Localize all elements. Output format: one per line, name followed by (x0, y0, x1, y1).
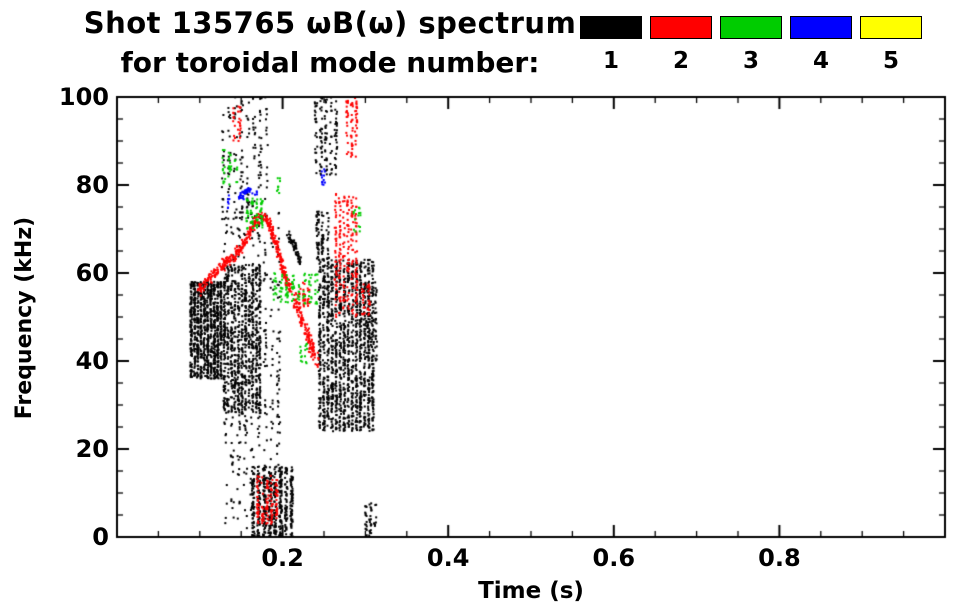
x-tick-label: 0.6 (592, 544, 636, 572)
y-tick-label: 20 (75, 435, 109, 463)
x-axis-label: Time (s) (478, 578, 584, 604)
y-tick-label: 80 (75, 171, 109, 199)
x-tick-label: 0.8 (758, 544, 801, 572)
y-tick-label: 0 (92, 523, 109, 551)
y-tick-label: 100 (58, 83, 109, 111)
x-tick-label: 0.2 (261, 544, 304, 572)
x-tick-label: 0.4 (426, 544, 470, 572)
y-tick-label: 60 (75, 259, 109, 287)
y-axis-label: Frequency (kHz) (12, 216, 37, 420)
y-tick-label: 40 (75, 347, 109, 375)
